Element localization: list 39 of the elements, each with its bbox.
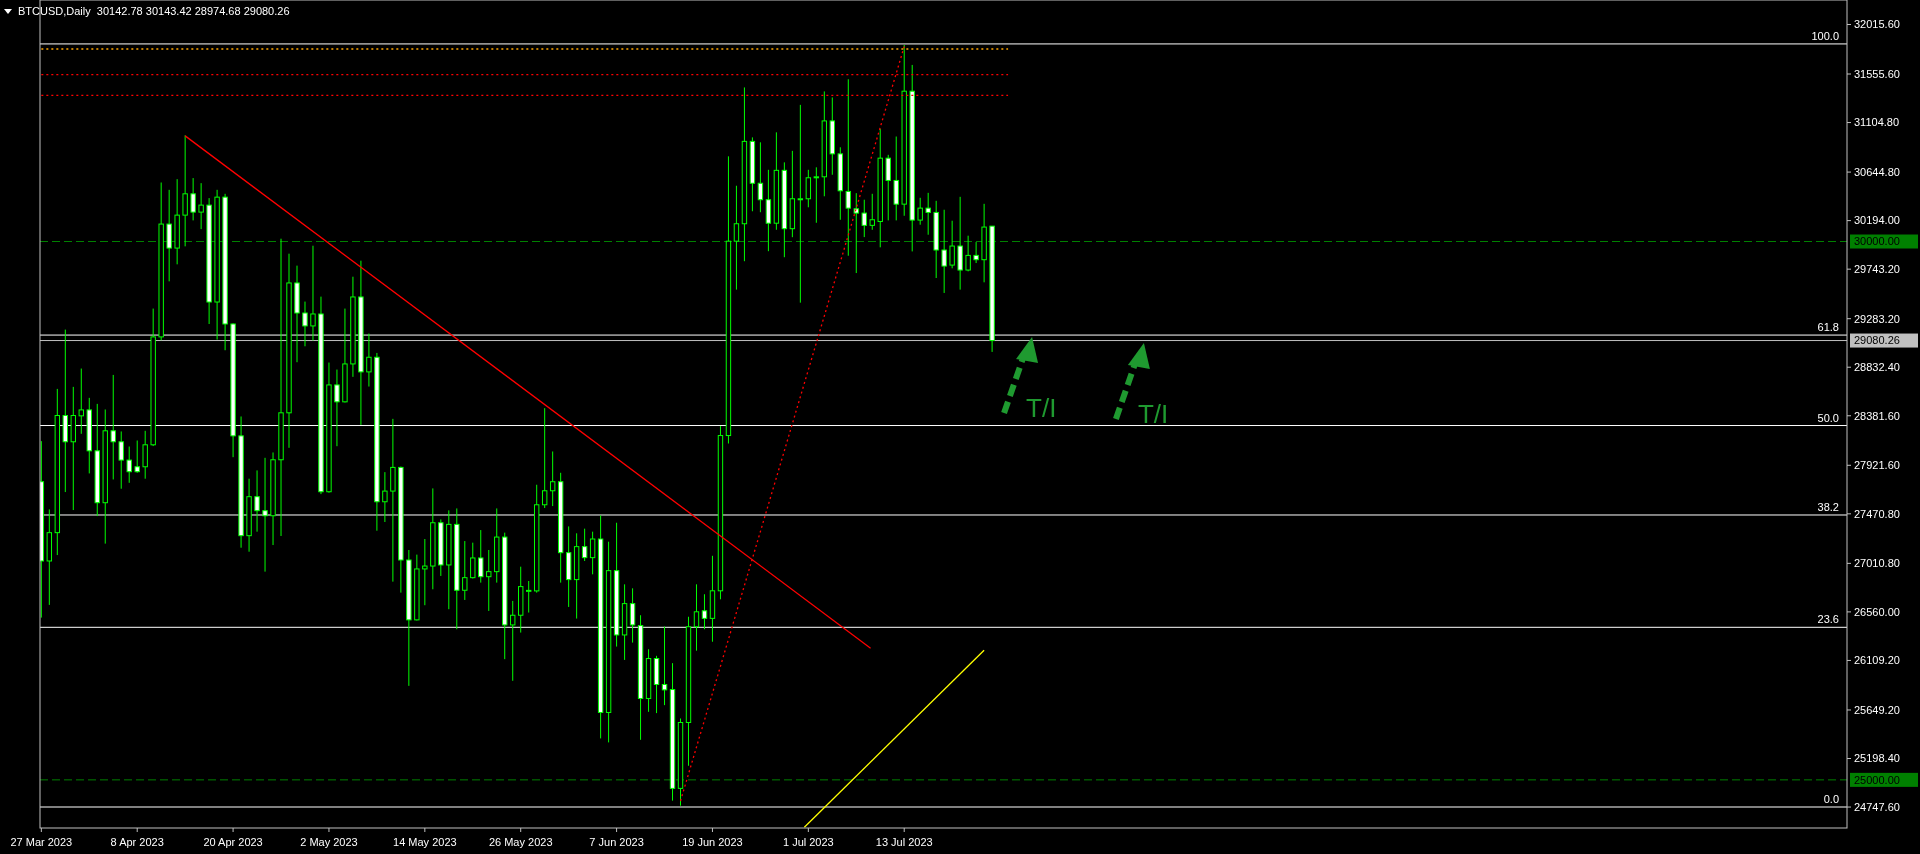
y-tick-label: 26560.00	[1854, 605, 1900, 618]
y-tick-label: 28381.60	[1854, 409, 1900, 422]
chart-title: BTCUSD,Daily 30142.78 30143.42 28974.68 29080.26	[18, 5, 290, 17]
x-tick-label: 1 Jul 2023	[782, 836, 834, 848]
y-tick-label: 28832.40	[1854, 361, 1900, 374]
annotation: T/I	[1137, 399, 1169, 430]
y-tick-label: 30194.00	[1854, 214, 1900, 227]
y-tick-label: 26109.20	[1854, 654, 1900, 667]
x-tick-label: 7 Jun 2023	[589, 836, 644, 848]
x-tick-label: 14 May 2023	[393, 836, 457, 848]
y-tick-label: 32015.60	[1854, 18, 1900, 31]
annotation: 50.0	[1817, 411, 1840, 424]
y-tick-label: 25198.40	[1854, 752, 1900, 765]
y-tick-label: 30644.80	[1854, 165, 1900, 178]
y-tick-label: 25649.20	[1854, 703, 1900, 716]
x-tick-label: 2 May 2023	[300, 836, 358, 848]
annotation: 38.2	[1817, 501, 1840, 513]
y-tick-label: 29743.20	[1854, 263, 1900, 276]
y-tick-label: 31555.60	[1854, 67, 1900, 80]
annotation: 23.6	[1817, 613, 1840, 626]
y-tick-label: 31104.80	[1854, 116, 1900, 129]
y-tick-label: 27921.60	[1854, 459, 1900, 472]
ref-line-label: 29080.26	[1854, 334, 1900, 347]
x-tick-label: 19 Jun 2023	[682, 836, 743, 848]
y-tick-label: 29283.20	[1854, 312, 1900, 325]
annotation: 61.8	[1817, 321, 1840, 334]
annotation: 0.0	[1823, 793, 1840, 805]
y-tick-label: 27470.80	[1854, 507, 1900, 520]
x-tick-label: 26 May 2023	[488, 836, 553, 848]
y-tick-label: 27010.80	[1854, 557, 1900, 570]
annotation: 100.0	[1811, 29, 1840, 42]
x-tick-label: 8 Apr 2023	[110, 836, 164, 848]
annotation: T/I	[1026, 393, 1057, 424]
x-tick-label: 13 Jul 2023	[875, 836, 933, 848]
ref-line-label: 30000.00	[1854, 235, 1900, 248]
x-tick-label: 20 Apr 2023	[203, 836, 263, 848]
y-tick-label: 24747.60	[1854, 800, 1900, 813]
x-tick-label: 27 Mar 2023	[10, 836, 73, 848]
ref-line-label: 25000.00	[1854, 773, 1900, 786]
